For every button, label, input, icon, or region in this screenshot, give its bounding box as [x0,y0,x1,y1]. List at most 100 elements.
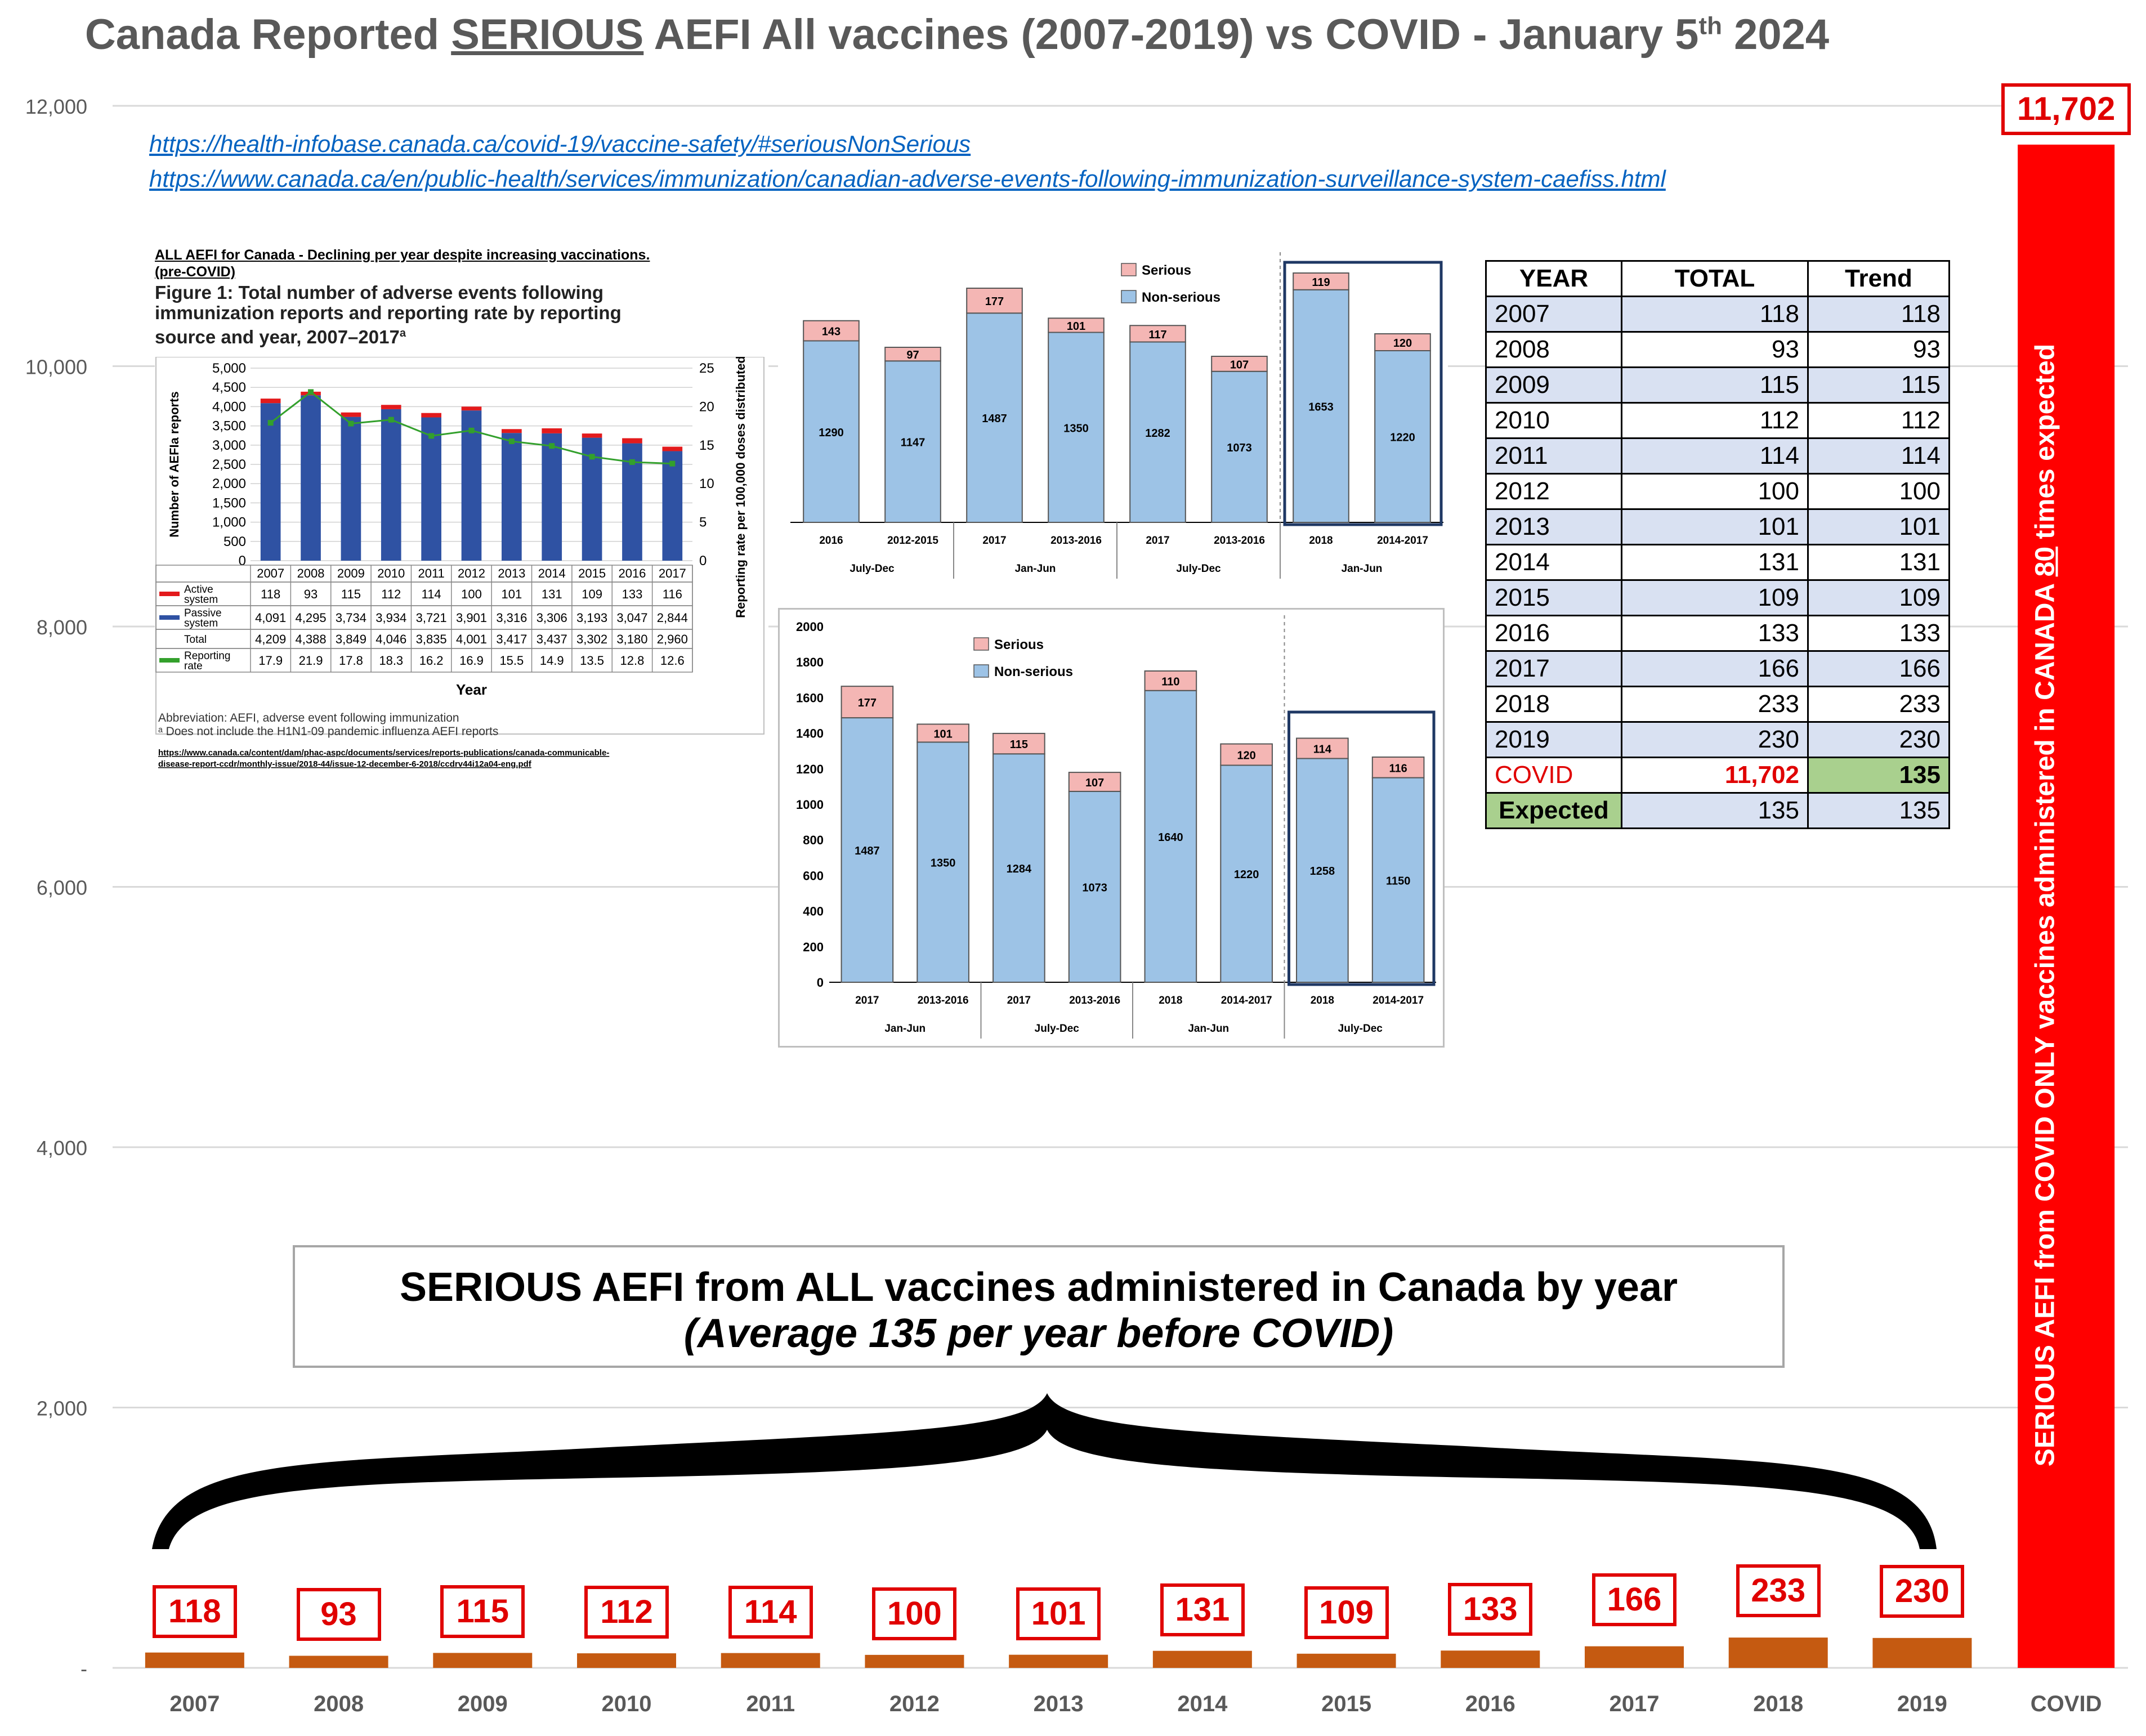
legend-label-serious: Serious [994,637,1044,652]
x-tick-label: 2016 [1465,1692,1515,1716]
data-label: 114 [728,1585,813,1639]
inset1-table-value: 15.5 [499,654,524,668]
stacked-bar-serious [1144,670,1197,691]
y-tick-label: 10,000 [25,356,87,379]
source-link-1[interactable]: https://health-infobase.canada.ca/covid-… [149,131,971,157]
stacked-highlight-box [1287,710,1436,986]
bar [721,1653,820,1668]
stacked-bar-nonserious [1211,370,1268,523]
stacked-group-label: Jan-Jun [1342,563,1383,575]
bar [289,1656,388,1668]
average-callout: SERIOUS AEFI from ALL vaccines administe… [293,1245,1785,1368]
stacked-nonserious-label: 1282 [1145,427,1170,440]
stacked-bar-nonserious [1068,790,1121,983]
stacked-bar-nonserious [992,753,1045,983]
table-header-row: YEAR TOTAL Trend [1485,260,1950,297]
inset1-heading-2: (pre-COVID) [155,264,236,280]
inset1-table-value: 3,721 [416,611,447,625]
inset1-row-label: Total [184,634,207,646]
table-cell-total: 11,702 [1621,757,1809,794]
inset2-chart-svg: 143 1290 2016 97 1147 2012-2015 177 1487 2017 101… [790,252,1443,579]
stacked-x-tick: 2013-2016 [918,995,969,1006]
legend-swatch-serious [1121,263,1137,276]
stacked-bar-serious [1374,333,1431,351]
table-cell-total: 101 [1621,508,1809,545]
inset1-bar-passive [421,417,441,561]
bar [433,1653,533,1668]
data-label: 100 [872,1587,957,1640]
inset1-table-value: 3,047 [616,611,647,625]
stacked-bar-serious [840,686,894,719]
stacked-bar-nonserious [884,360,941,523]
inset1-table-value: 17.8 [339,654,363,668]
inset1-table-year: 2010 [377,566,405,580]
inset1-row-label: system [184,594,218,606]
data-label: 166 [1592,1573,1676,1626]
inset1-bar-active [421,413,441,418]
inset1-heading: ALL AEFI for Canada - Declining per year… [155,247,768,280]
x-tick-label: 2010 [602,1692,652,1716]
data-label: 93 [296,1588,381,1641]
inset1-abbrev: Abbreviation: AEFI, adverse event follow… [158,712,459,724]
stacked-x-tick: 2014-2017 [1221,995,1272,1006]
data-label: 109 [1304,1586,1389,1639]
table-header-total: TOTAL [1621,260,1809,297]
inset1-table-year: 2008 [297,566,325,580]
stacked-y-tick: 1400 [796,727,824,741]
inset1-bar-active [341,412,361,417]
stacked-y-tick: 1200 [796,762,824,776]
stacked-nonserious-label: 1073 [1082,882,1107,894]
inset1-table-value: 3,437 [536,632,567,646]
inset1-table-value: 3,417 [496,632,527,646]
table-row: 2008 93 93 [1485,331,1950,368]
legend-label-serious: Serious [1142,263,1191,278]
callout-line-1: SERIOUS AEFI from ALL vaccines administe… [399,1265,1678,1310]
stacked-bar-nonserious [1374,350,1431,523]
table-cell-trend: 233 [1807,686,1950,723]
inset1-table-year: 2011 [418,566,444,580]
inset1-legend-swatch [159,615,180,620]
table-cell-trend: 135 [1807,792,1950,829]
data-label: 101 [1016,1587,1101,1640]
stacked-bar-serious [1296,737,1349,759]
table-header-trend: Trend [1807,260,1950,297]
inset1-table-value: 109 [582,587,602,601]
table-cell-total: 93 [1621,331,1809,368]
x-tick-label: 2017 [1610,1692,1660,1716]
stacked-x-tick: 2013-2016 [1050,535,1102,547]
table-cell-total: 100 [1621,473,1809,510]
stacked-x-tick: 2017 [982,535,1006,547]
data-label: 230 [1880,1564,1965,1618]
table-cell-year: 2018 [1485,686,1622,723]
legend-swatch-serious [973,637,989,651]
table-cell-year: 2015 [1485,579,1622,616]
inset1-legend-swatch [159,658,180,663]
inset1-y2-tick: 10 [699,476,714,491]
table-cell-trend: 230 [1807,721,1950,758]
inset-figure-1: ALL AEFI for Canada - Declining per year… [155,247,768,798]
table-cell-year: 2009 [1485,366,1622,404]
table-cell-total: 112 [1621,402,1809,439]
stacked-highlight-box [1283,261,1443,526]
stacked-nonserious-label: 1150 [1386,875,1410,887]
bar [1441,1650,1540,1668]
covid-bar-label: SERIOUS AEFI from COVID ONLY vaccines ad… [2030,343,2060,1467]
stacked-y-tick: 400 [803,905,824,919]
inset1-bar-active [582,433,602,438]
inset1-table-value: 4,295 [296,611,327,625]
stacked-x-tick: 2018 [1311,995,1334,1006]
stacked-nonserious-label: 1640 [1158,831,1183,844]
inset1-rate-marker [348,420,354,427]
inset1-rate-marker [267,420,274,426]
stacked-bar-nonserious [803,340,860,523]
stacked-bar-nonserious [1129,341,1186,523]
inset1-y-tick: 1,000 [212,515,246,530]
inset1-table-value: 3,849 [336,632,366,646]
source-links: https://health-infobase.canada.ca/covid-… [149,127,1666,196]
source-link-2[interactable]: https://www.canada.ca/en/public-health/s… [149,165,1666,192]
inset1-bar-active [461,406,482,411]
table-cell-total: 131 [1621,544,1809,581]
inset1-bar-passive [260,403,281,561]
stacked-serious-label: 101 [933,728,952,740]
stacked-serious-label: 110 [1161,675,1179,688]
